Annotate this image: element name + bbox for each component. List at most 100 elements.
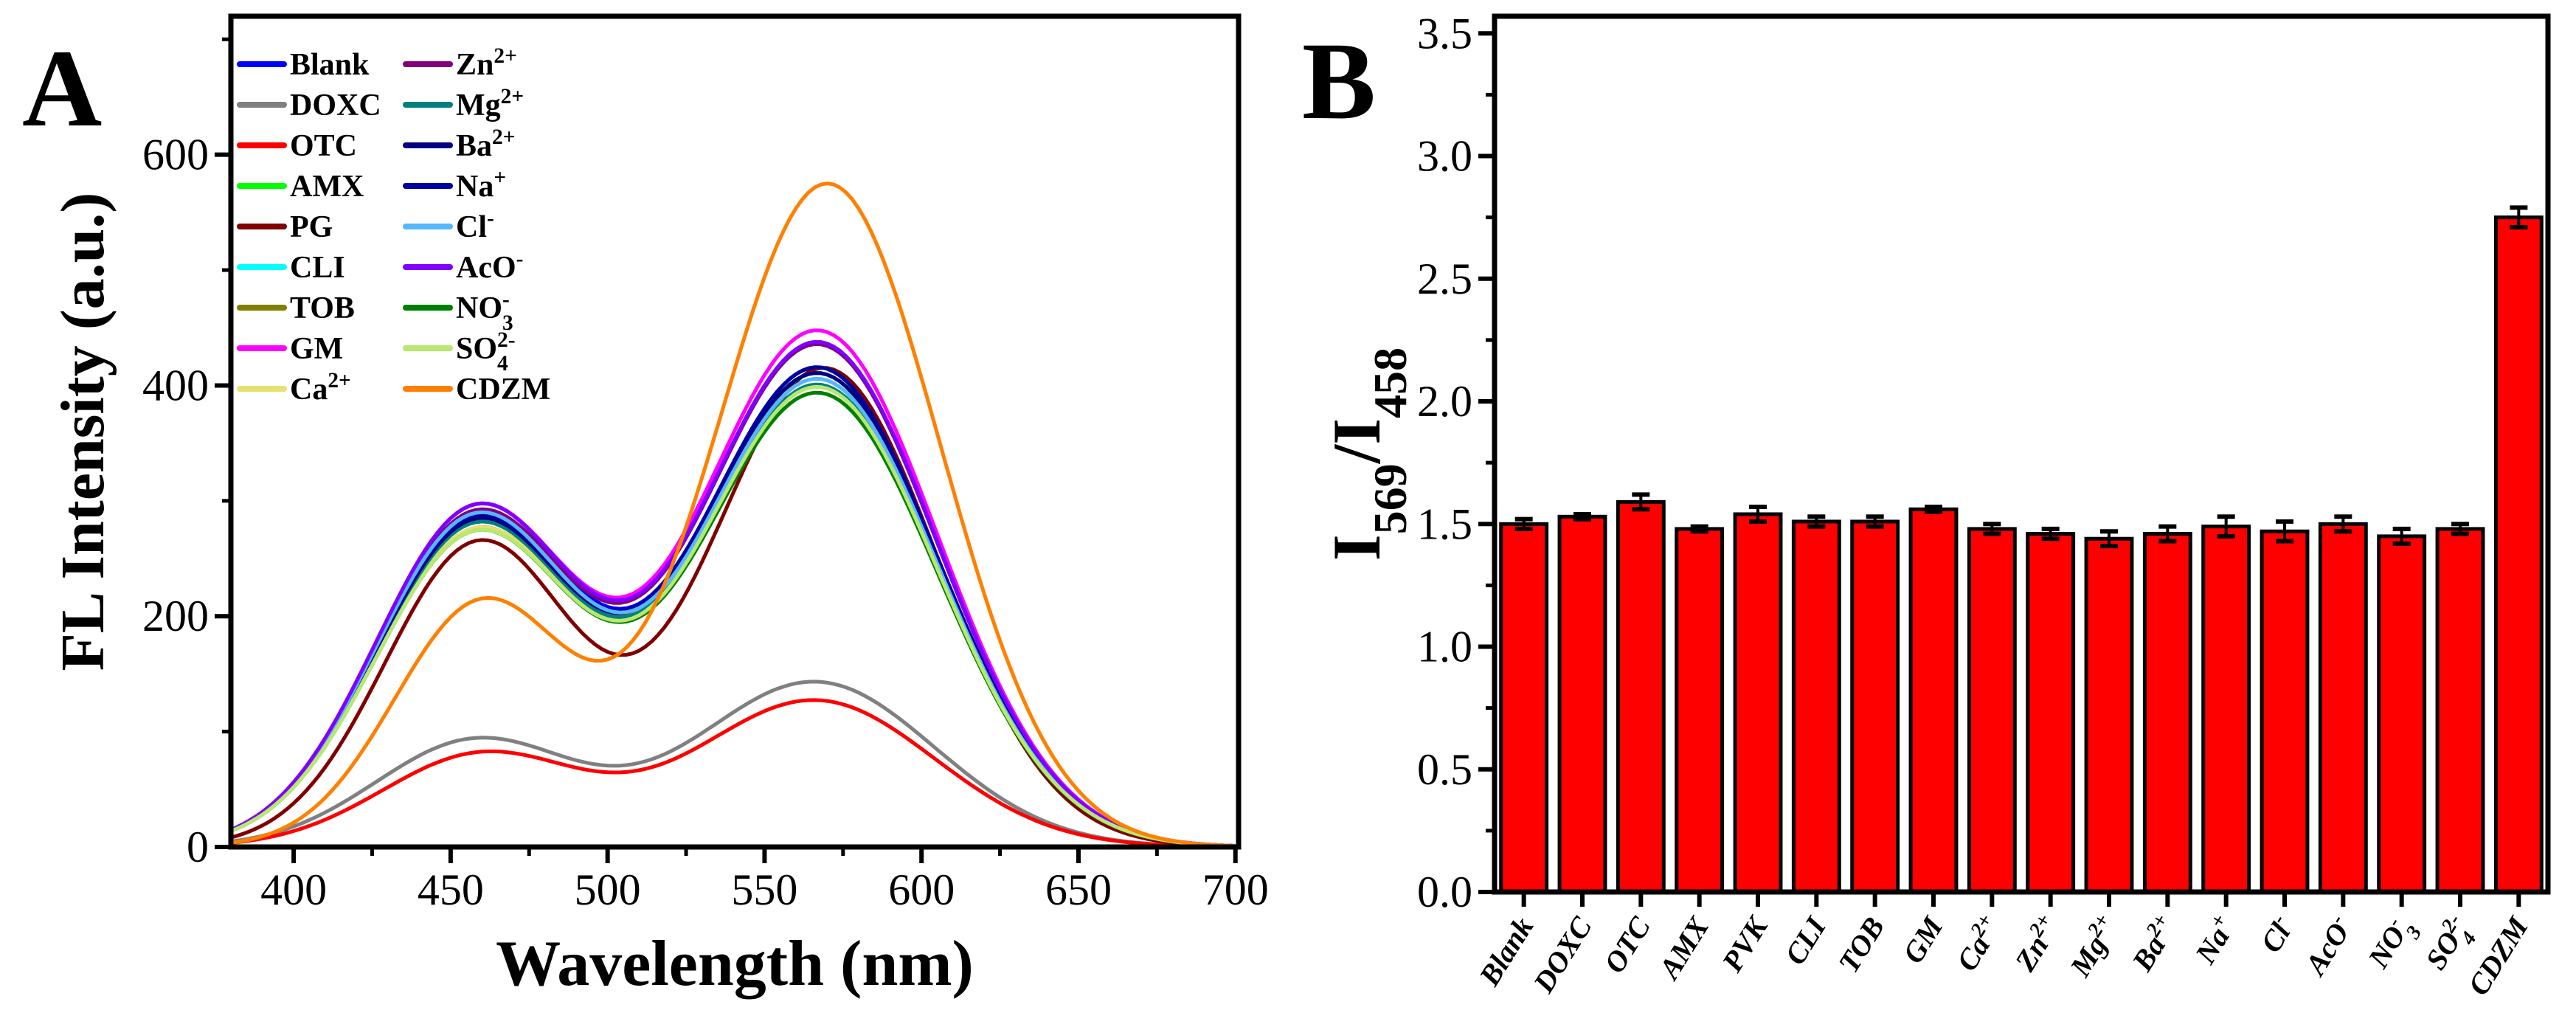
spectrum-line-otc [230, 698, 1236, 849]
spectrum-line-pg [230, 366, 1236, 848]
y-tick-label: 3.0 [1417, 132, 1472, 181]
x-tick-label: 400 [260, 865, 327, 914]
x-tick-label: AcO- [2295, 910, 2359, 982]
y-axis-title-sub1: 569 [1364, 463, 1416, 534]
x-tick-label-base: CDZM [2462, 910, 2535, 1001]
x-tick-label-base: OTC [1597, 910, 1657, 979]
y-tick-label: 2.0 [1417, 377, 1472, 426]
x-tick-label-base: AcO [2297, 917, 2355, 983]
spectrum-line-doxc [230, 680, 1236, 849]
x-tick-label: 600 [888, 865, 955, 914]
y-axis-title-sub2: 458 [1364, 347, 1416, 418]
panel-label-b: B [1302, 20, 1376, 142]
bar-tob [1850, 519, 1900, 894]
legend-label-subscript: 4 [497, 352, 508, 376]
y-tick-label: 3.5 [1417, 9, 1472, 58]
spectrum-line-gm [230, 328, 1236, 848]
legend-label-superscript: - [516, 247, 524, 271]
x-tick-label: CDZM [2462, 910, 2535, 1001]
legend-label: Blank [290, 48, 370, 82]
bar-pvk [1733, 512, 1783, 894]
bar-so [2435, 527, 2485, 894]
x-axis-title: Wavelength (nm) [496, 928, 974, 1000]
x-tick-label: Na+ [2186, 910, 2242, 970]
legend-label-superscript: 2+ [328, 369, 350, 393]
plot-frame [1492, 13, 2551, 895]
x-tick-label-base: Zn [2008, 930, 2054, 977]
legend-label: TOB [290, 291, 355, 325]
spectrum-line-cdzm [230, 181, 1236, 848]
x-tick-label: Cl- [2252, 910, 2301, 958]
bar-blank [1499, 522, 1549, 894]
legend-label-base: GM [290, 332, 343, 366]
legend-label: AcO- [456, 247, 523, 285]
legend-label-base: DOXC [290, 89, 381, 122]
x-tick-label: Ca2+ [1947, 910, 2008, 977]
legend-label-subscript: 3 [502, 311, 513, 335]
y-tick-label: 200 [142, 592, 209, 640]
legend-label-base: Cl [456, 210, 487, 244]
x-tick-label: DOXC [1526, 910, 1599, 999]
bar-otc [1616, 499, 1666, 894]
bar-ba [2142, 532, 2192, 894]
y-tick-label: 400 [142, 361, 209, 409]
legend-label: Mg2+ [456, 85, 524, 122]
x-tick-label-base: Mg [2063, 930, 2113, 983]
bar-cl [2260, 529, 2310, 894]
x-tick-label: 700 [1202, 865, 1269, 914]
legend-label-base: Zn [456, 48, 494, 82]
plot-frame [228, 13, 1242, 850]
y-axis-title: I569/I458 [1319, 347, 1416, 561]
legend-label-base: TOB [290, 291, 355, 325]
bar-zn [2026, 532, 2076, 894]
legend-label: DOXC [290, 89, 381, 122]
legend-label-base: OTC [290, 129, 357, 163]
bar-gm [1908, 507, 1959, 894]
bar-cdzm [2493, 215, 2544, 894]
y-tick-label: 1.5 [1417, 499, 1472, 548]
x-tick-label: 650 [1045, 865, 1112, 914]
legend-label-base: CLI [290, 251, 345, 285]
x-tick-label-base: Ca [1950, 930, 1996, 976]
legend-label: Cl- [456, 207, 494, 244]
legend-label-base: Ba [456, 129, 492, 163]
x-tick-label: 450 [418, 865, 484, 914]
legend: BlankDOXCOTCAMXPGCLITOBGMCa2+Zn2+Mg2+Ba2… [237, 44, 550, 407]
x-tick-label: TOB [1832, 911, 1891, 978]
legend-label: CDZM [456, 373, 550, 407]
legend-label: PG [290, 210, 333, 244]
x-tick-label-base: GM [1896, 910, 1950, 969]
x-tick-label-base: DOXC [1526, 910, 1599, 999]
legend-label-base: AMX [290, 170, 364, 204]
legend-label-base: Na [456, 170, 494, 204]
legend-label-base: AcO [456, 251, 516, 285]
bar-no [2377, 534, 2427, 894]
panel-label-a: A [22, 27, 102, 150]
x-tick-label: NO3- [2359, 910, 2426, 980]
legend-label-superscript: 2+ [494, 44, 516, 68]
bar-aco [2318, 522, 2368, 894]
x-tick-label: Ba2+ [2123, 910, 2184, 978]
x-tick-label: OTC [1597, 910, 1657, 979]
legend-label: Ca2+ [290, 369, 351, 407]
legend-label: GM [290, 332, 343, 366]
bar-mg [2084, 536, 2134, 894]
legend-label: Zn2+ [456, 44, 517, 82]
legend-label-superscript: - [487, 207, 494, 230]
legend-label-base: Mg [456, 89, 501, 122]
x-tick-label: 500 [575, 865, 641, 914]
legend-label-superscript: 2+ [492, 125, 515, 149]
y-tick-label: 0.0 [1417, 868, 1472, 916]
legend-label: OTC [290, 129, 357, 163]
y-axis-title: FL Intensity (a.u.) [49, 193, 117, 671]
legend-label: NO3- [456, 288, 513, 335]
y-tick-label: 0 [187, 823, 209, 871]
legend-label-base: PG [290, 210, 333, 244]
x-tick-label-base: Na [2188, 921, 2236, 969]
y-axis-title-sep: /I [1319, 418, 1394, 464]
bar-doxc [1557, 514, 1607, 894]
bar-amx [1675, 527, 1725, 894]
legend-label-base: SO [456, 332, 497, 366]
spectrum-line-aco [230, 339, 1236, 848]
